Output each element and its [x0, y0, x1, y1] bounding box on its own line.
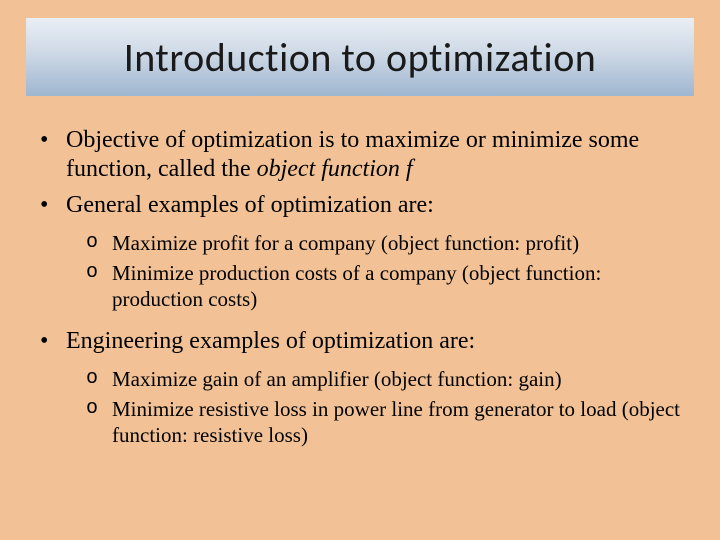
bullet-text: Engineering examples of optimization are… [66, 328, 475, 354]
sub-bullet-item: Minimize production costs of a company (… [86, 260, 682, 313]
sub-bullet-list: Maximize gain of an amplifier (object fu… [86, 366, 682, 449]
sub-bullet-text: Maximize gain of an amplifier (object fu… [112, 367, 562, 391]
slide-title: Introduction to optimization [124, 33, 597, 82]
sub-bullet-text: Minimize resistive loss in power line fr… [112, 397, 680, 447]
sub-bullet-list: Maximize profit for a company (object fu… [86, 230, 682, 313]
bullet-item: General examples of optimization are: Ma… [38, 191, 682, 313]
sub-bullet-item: Maximize gain of an amplifier (object fu… [86, 366, 682, 392]
bullet-list: Objective of optimization is to maximize… [38, 126, 682, 449]
bullet-italic: object function f [257, 156, 413, 182]
slide-body: Objective of optimization is to maximize… [0, 96, 720, 449]
bullet-text: General examples of optimization are: [66, 192, 434, 218]
bullet-item: Engineering examples of optimization are… [38, 327, 682, 449]
sub-bullet-item: Minimize resistive loss in power line fr… [86, 396, 682, 449]
title-bar: Introduction to optimization [26, 18, 694, 96]
sub-bullet-text: Minimize production costs of a company (… [112, 261, 601, 311]
sub-bullet-text: Maximize profit for a company (object fu… [112, 231, 579, 255]
sub-bullet-item: Maximize profit for a company (object fu… [86, 230, 682, 256]
bullet-item: Objective of optimization is to maximize… [38, 126, 682, 185]
